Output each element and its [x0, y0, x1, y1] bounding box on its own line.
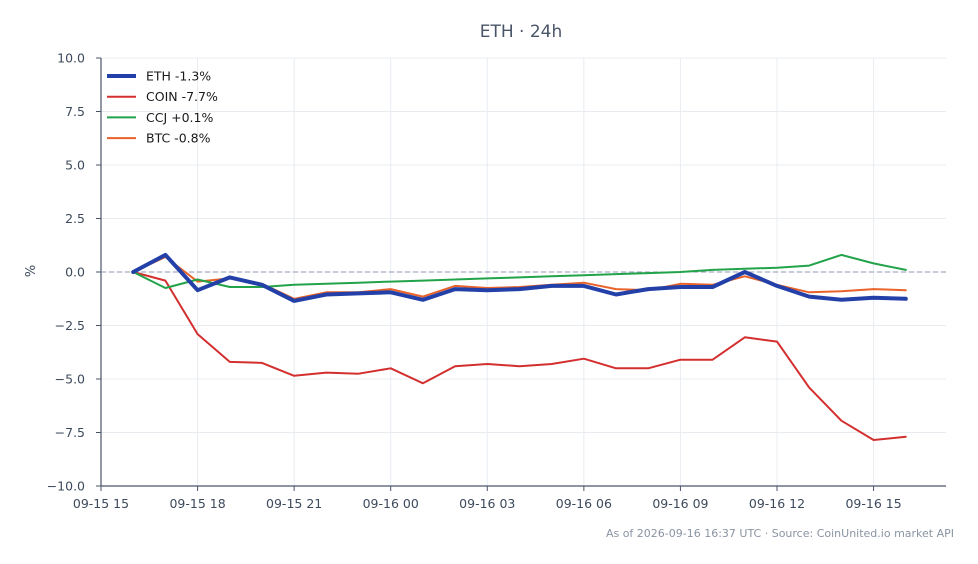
x-tick-label: 09-16 15: [845, 496, 901, 511]
y-tick-label: 2.5: [65, 211, 85, 226]
legend-item: COIN -7.7%: [107, 89, 218, 104]
y-tick-label: −7.5: [55, 425, 85, 440]
legend-label: CCJ +0.1%: [146, 110, 213, 125]
series-lines: [131, 252, 908, 441]
x-tick-label: 09-16 09: [652, 496, 708, 511]
footer-source-note: As of 2026-09-16 16:37 UTC · Source: Coi…: [606, 527, 954, 540]
legend-label: ETH -1.3%: [146, 69, 211, 84]
series-line-coin: [132, 271, 907, 441]
y-tick-label: −5.0: [55, 372, 85, 387]
y-tick-label: −10.0: [47, 479, 85, 494]
legend-label: COIN -7.7%: [146, 89, 218, 104]
legend-item: ETH -1.3%: [107, 69, 211, 84]
y-axis-label: %: [24, 265, 39, 277]
legend: ETH -1.3% COIN -7.7% CCJ +0.1% BTC -0.8%: [107, 69, 218, 146]
x-tick-label: 09-15 21: [266, 496, 322, 511]
axes: 10.0 7.5 5.0 2.5 0.0 −2.5 −5.0 −7.5 −10.0 09-15 1…: [47, 51, 946, 511]
series-line-eth: [131, 252, 908, 303]
x-tick-label: 09-15 15: [73, 496, 129, 511]
y-tick-label: 5.0: [65, 158, 85, 173]
x-tick-label: 09-16 12: [749, 496, 805, 511]
legend-label: BTC -0.8%: [146, 131, 211, 146]
chart-title: ETH · 24h: [480, 22, 563, 42]
grid-lines: [100, 57, 946, 487]
x-tick-label: 09-16 00: [363, 496, 419, 511]
y-tick-label: 0.0: [65, 265, 85, 280]
legend-item: BTC -0.8%: [107, 131, 211, 146]
y-tick-label: 10.0: [57, 51, 85, 66]
y-tick-label: −2.5: [55, 318, 85, 333]
legend-item: CCJ +0.1%: [107, 110, 213, 125]
x-tick-label: 09-16 06: [556, 496, 612, 511]
x-tick-label: 09-16 03: [459, 496, 515, 511]
x-tick-label: 09-15 18: [169, 496, 225, 511]
y-tick-label: 7.5: [65, 104, 85, 119]
